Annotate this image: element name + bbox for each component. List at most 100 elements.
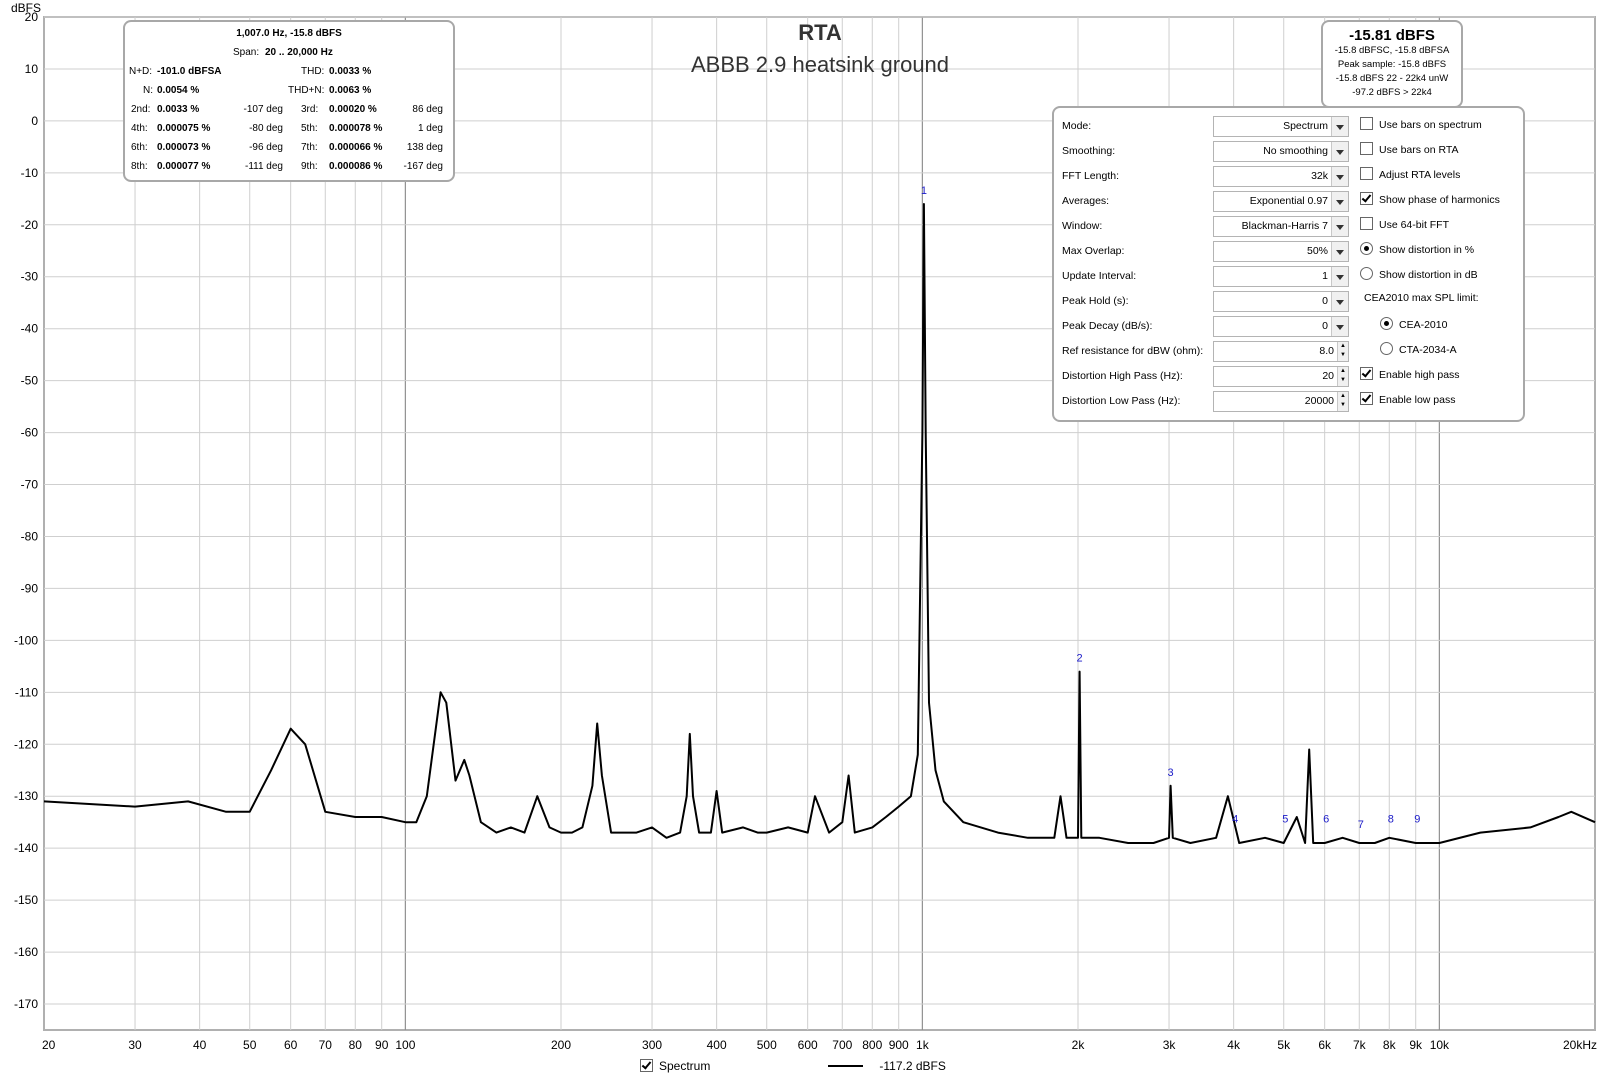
chevron-down-icon[interactable] [1331,167,1348,186]
chevron-down-icon[interactable] [1331,292,1348,311]
peak-hold-label: Peak Hold (s): [1062,295,1129,307]
max-overlap-select[interactable]: 50% [1213,241,1349,262]
spinner-arrows-icon[interactable]: ▲ ▼ [1337,367,1348,386]
harmonic-label: 8th: [131,161,148,172]
use-bars-spectrum-option[interactable]: Use bars on spectrum [1360,117,1482,131]
show-distortion-percent-option[interactable]: Show distortion in % [1360,242,1474,256]
checkbox-icon[interactable] [1360,167,1373,180]
chevron-down-icon[interactable] [1331,267,1348,286]
checkbox-checked-icon[interactable] [1360,392,1373,405]
checkbox-icon[interactable] [1360,217,1373,230]
harmonic-value: 0.00020 % [329,104,377,115]
harmonic-value: 0.000077 % [157,161,211,172]
peak-decay-label: Peak Decay (dB/s): [1062,320,1153,332]
window-select[interactable]: Blackman-Harris 7 [1213,216,1349,237]
y-axis-ticks: 20 10 0 -10 -20 -30 -40 -50 -60 -70 -80 -90 -100 -110… [14,10,38,1011]
harmonic-label: 4th: [131,123,148,134]
spectrum-visibility-checkbox[interactable] [640,1059,653,1072]
show-phase-option[interactable]: Show phase of harmonics [1360,192,1500,206]
chevron-down-icon[interactable] [1331,192,1348,211]
harmonic-marker-label: 1 [921,185,927,197]
y-tick-label: 10 [25,62,39,76]
adjust-rta-levels-option[interactable]: Adjust RTA levels [1360,167,1460,181]
y-tick-label: -150 [14,893,38,907]
radio-selected-icon[interactable] [1380,317,1393,330]
harmonic-phase: -111 deg [245,161,283,172]
y-tick-label: 20 [25,10,39,24]
y-tick-label: -20 [21,218,39,232]
harmonic-marker-label: 9 [1414,814,1420,826]
harmonic-marker-label: 2 [1077,653,1083,665]
series-layer [43,203,1596,844]
x-tick-label: 100 [395,1038,415,1052]
harmonic-value: 0.000086 % [329,161,383,172]
fft-length-select[interactable]: 32k [1213,166,1349,187]
update-interval-select[interactable]: 1 [1213,266,1349,287]
low-pass-spinner[interactable]: 20000 ▲ ▼ [1213,391,1349,412]
chevron-down-icon[interactable] [1331,317,1348,336]
high-pass-spinner[interactable]: 20 ▲ ▼ [1213,366,1349,387]
cursor-readout: 1,007.0 Hz, -15.8 dBFS [236,28,342,39]
y-axis-unit-label: dBFS [11,1,41,15]
enable-high-pass-option[interactable]: Enable high pass [1360,367,1460,381]
checkbox-checked-icon[interactable] [1360,192,1373,205]
harmonic-label: 9th: [301,161,318,172]
spectrum-series-line [43,203,1596,844]
x-tick-label: 3k [1163,1038,1177,1052]
harmonic-phase: -107 deg [243,104,283,115]
chart-subtitle: ABBB 2.9 heatsink ground [690,52,950,77]
mode-select[interactable]: Spectrum [1213,116,1349,137]
checkbox-icon[interactable] [1360,142,1373,155]
chevron-down-icon[interactable] [1331,217,1348,236]
cta-2034-option[interactable]: CTA-2034-A [1380,342,1457,356]
x-tick-label: 80 [349,1038,363,1052]
x-tick-label: 7k [1353,1038,1367,1052]
x-tick-label: 4k [1227,1038,1241,1052]
x-tick-label: 8k [1383,1038,1397,1052]
cea-2010-option[interactable]: CEA-2010 [1380,317,1447,331]
y-tick-label: -30 [21,270,39,284]
use-bars-rta-option[interactable]: Use bars on RTA [1360,142,1459,156]
peak-hold-select[interactable]: 0 [1213,291,1349,312]
nd-value: -101.0 dBFSA [157,66,222,77]
spinner-arrows-icon[interactable]: ▲ ▼ [1337,392,1348,411]
harmonic-marker-label: 4 [1232,814,1238,826]
harmonic-row: 6th: 0.000073 % -96 deg 7th: 0.000066 % … [125,142,453,160]
legend-series-label: Spectrum [659,1059,711,1073]
x-tick-label: 600 [798,1038,818,1052]
checkbox-icon[interactable] [1360,117,1373,130]
radio-icon[interactable] [1380,342,1393,355]
mode-label: Mode: [1062,120,1092,132]
averages-select[interactable]: Exponential 0.97 [1213,191,1349,212]
y-tick-label: -60 [21,426,39,440]
show-distortion-db-option[interactable]: Show distortion in dB [1360,267,1478,281]
y-tick-label: -130 [14,789,38,803]
harmonic-label: 2nd: [131,104,151,115]
radio-selected-icon[interactable] [1360,242,1373,255]
chevron-down-icon[interactable] [1331,242,1348,261]
y-tick-label: -50 [21,374,39,388]
harmonic-label: 6th: [131,142,148,153]
checkbox-checked-icon[interactable] [1360,367,1373,380]
smoothing-select[interactable]: No smoothing [1213,141,1349,162]
x-tick-label: 60 [284,1038,298,1052]
enable-low-pass-option[interactable]: Enable low pass [1360,392,1455,406]
use-64bit-fft-option[interactable]: Use 64-bit FFT [1360,217,1449,231]
x-tick-label: 9k [1409,1038,1423,1052]
harmonic-phase: -96 deg [249,142,283,153]
chevron-down-icon[interactable] [1331,117,1348,136]
x-tick-label: 300 [642,1038,662,1052]
harmonic-marker-label: 8 [1388,814,1394,826]
harmonic-phase: -80 deg [249,123,283,134]
harmonic-marker-label: 3 [1168,767,1174,779]
spinner-arrows-icon[interactable]: ▲ ▼ [1337,342,1348,361]
level-main-readout: -15.81 dBFS [1349,27,1435,44]
legend-series-value: -117.2 dBFS [879,1059,946,1073]
chevron-down-icon[interactable] [1331,142,1348,161]
settings-panel: Mode: Spectrum Use bars on spectrum Smoo… [1052,106,1525,422]
radio-icon[interactable] [1360,267,1373,280]
x-tick-label: 40 [193,1038,207,1052]
x-tick-label: 800 [862,1038,882,1052]
peak-decay-select[interactable]: 0 [1213,316,1349,337]
ref-resistance-spinner[interactable]: 8.0 ▲ ▼ [1213,341,1349,362]
